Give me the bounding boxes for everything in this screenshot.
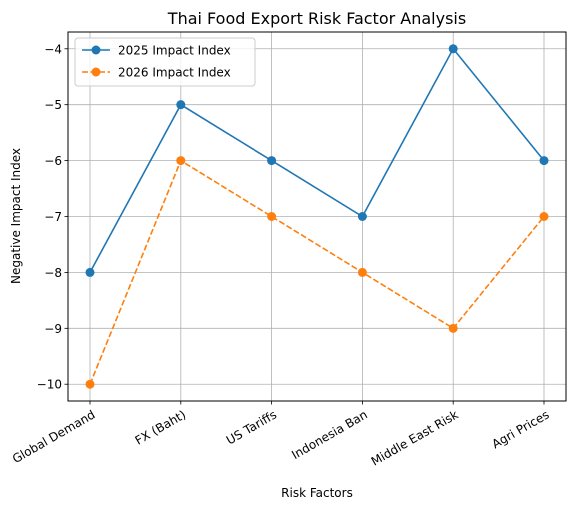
y-axis-label: Negative Impact Index <box>9 148 23 284</box>
y-tick-label: −9 <box>44 322 62 336</box>
y-tick-label: −8 <box>44 266 62 280</box>
data-point <box>267 212 277 221</box>
legend-marker <box>91 45 101 55</box>
x-axis-label: Risk Factors <box>281 486 353 500</box>
data-point <box>448 323 458 333</box>
y-tick-label: −7 <box>44 210 62 224</box>
legend-marker <box>91 67 101 77</box>
series-line-1 <box>89 47 545 273</box>
legend-label: 2025 Impact Index <box>118 44 231 58</box>
y-axis: −10 −9 −8 −7 −6 −5 −4 <box>37 42 68 392</box>
data-point <box>176 100 186 110</box>
y-tick-label: −4 <box>44 42 62 56</box>
y-tick-label: −5 <box>44 98 62 112</box>
data-point <box>357 212 367 221</box>
y-tick-label: −6 <box>44 154 62 168</box>
chart-title: Thai Food Export Risk Factor Analysis <box>167 9 466 28</box>
data-point <box>357 267 367 277</box>
data-point <box>539 212 549 221</box>
legend: 2025 Impact Index 2026 Impact Index <box>74 37 256 87</box>
y-tick-label: −10 <box>37 378 62 392</box>
legend-box <box>74 37 256 87</box>
data-point <box>176 156 186 166</box>
series-layer <box>85 44 549 389</box>
data-point <box>85 267 95 277</box>
data-point <box>267 156 277 166</box>
series-line-2 <box>89 159 545 385</box>
data-point <box>539 156 549 166</box>
data-point <box>85 379 95 389</box>
legend-label: 2026 Impact Index <box>118 66 231 80</box>
data-point <box>448 44 458 54</box>
